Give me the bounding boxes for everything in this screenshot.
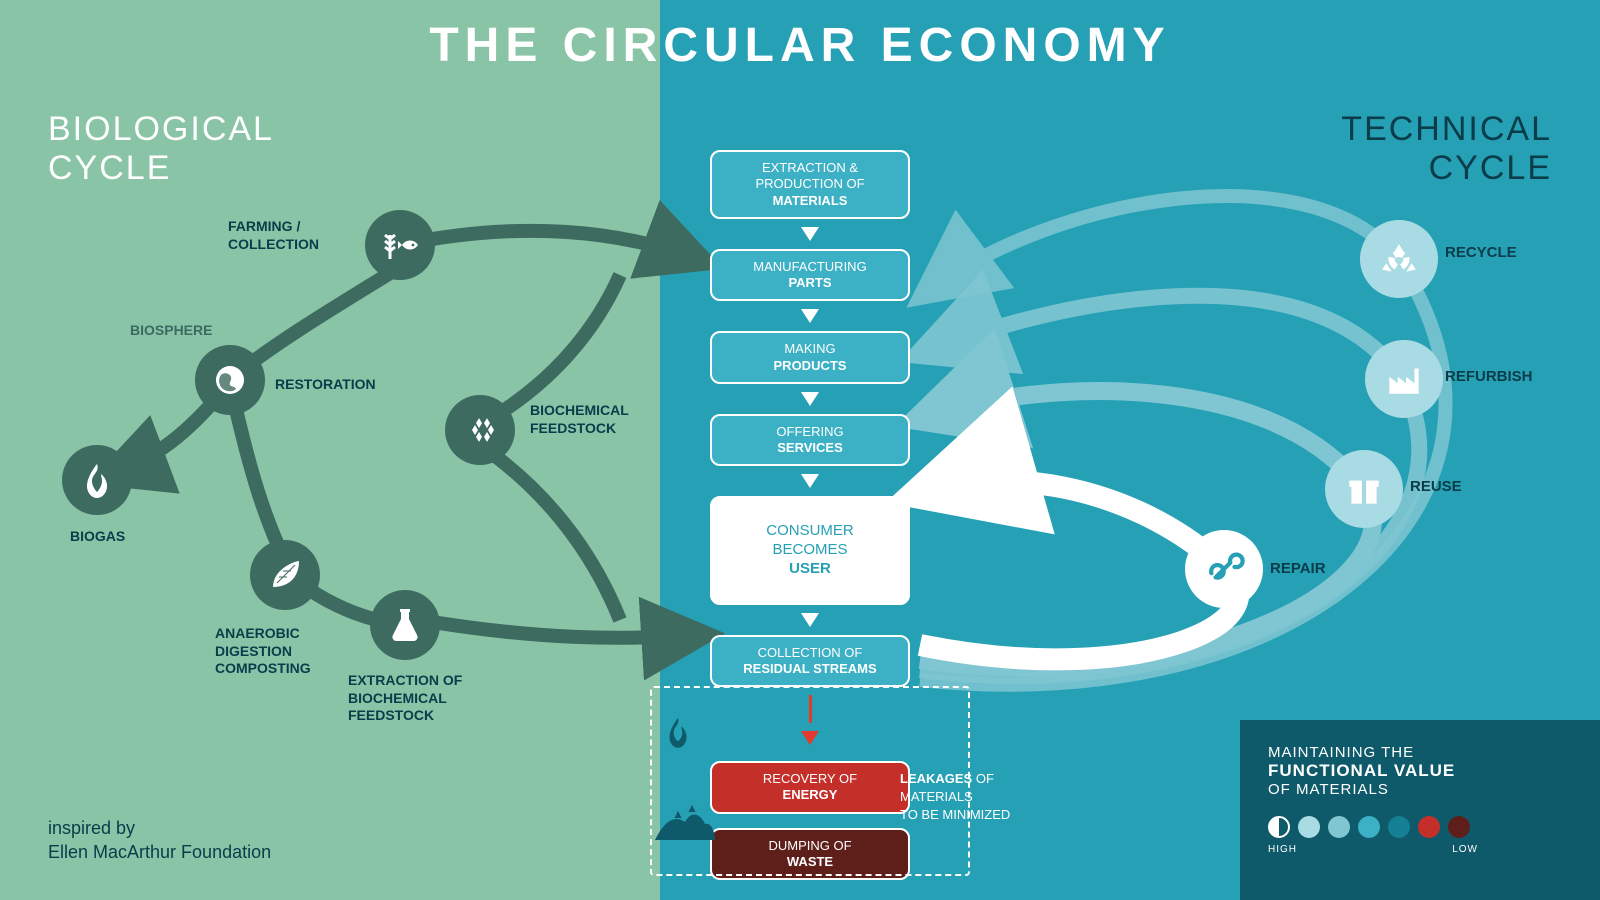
- bio-node-anaerobic: [250, 540, 320, 610]
- tech-node-recycle: [1360, 220, 1438, 298]
- connector-1: [801, 309, 819, 323]
- connector-0: [801, 227, 819, 241]
- tech-label-recycle: RECYCLE: [1445, 244, 1517, 261]
- leakage-l2: OF: [976, 771, 994, 786]
- box-parts-em: PARTS: [722, 275, 898, 291]
- bio-label-anaerobic: ANAEROBICDIGESTIONCOMPOSTING: [215, 625, 311, 678]
- bio-node-feedstock: [445, 395, 515, 465]
- box-user: CONSUMERBECOMESUSER: [710, 496, 910, 604]
- box-residual-pre: COLLECTION OF: [722, 645, 898, 661]
- attribution-l1: inspired by: [48, 818, 135, 838]
- legend-line3: OF MATERIALS: [1268, 781, 1572, 798]
- bio-label-farming: FARMING /COLLECTION: [228, 218, 319, 253]
- legend-line2: FUNCTIONAL VALUE: [1268, 761, 1572, 781]
- tech-node-repair: [1185, 530, 1263, 608]
- bio-label-restoration: RESTORATION: [275, 376, 376, 394]
- attribution: inspired by Ellen MacArthur Foundation: [48, 817, 271, 864]
- main-title: THE CIRCULAR ECONOMY: [0, 18, 1600, 73]
- box-products: MAKINGPRODUCTS: [710, 331, 910, 384]
- tech-label-l1: TECHNICAL: [1341, 110, 1552, 148]
- bio-label-biosphere: BIOSPHERE: [130, 322, 212, 340]
- tech-label-reuse: REUSE: [1410, 478, 1462, 495]
- leakage-l3: MATERIALS: [900, 789, 973, 804]
- box-user-pre: CONSUMERBECOMES: [722, 522, 898, 560]
- tech-node-reuse: [1325, 450, 1403, 528]
- flame-icon: [665, 718, 691, 757]
- box-parts-pre: MANUFACTURING: [722, 259, 898, 275]
- waste-pile-icon: [655, 800, 715, 845]
- tech-label-repair: REPAIR: [1270, 560, 1326, 577]
- tech-node-refurbish: [1365, 340, 1443, 418]
- bio-label-l1: BIOLOGICAL: [48, 110, 274, 148]
- legend-swatch-2: [1328, 816, 1350, 838]
- bio-node-farming: [365, 210, 435, 280]
- legend-low: LOW: [1452, 844, 1478, 855]
- tech-label-refurbish: REFURBISH: [1445, 368, 1533, 385]
- box-services: OFFERINGSERVICES: [710, 414, 910, 467]
- connector-3: [801, 474, 819, 488]
- legend-swatch-6: [1448, 816, 1470, 838]
- legend-swatch-5: [1418, 816, 1440, 838]
- box-residual-em: RESIDUAL STREAMS: [722, 661, 898, 677]
- box-residual: COLLECTION OFRESIDUAL STREAMS: [710, 635, 910, 688]
- biological-cycle-label: BIOLOGICAL CYCLE: [48, 110, 274, 188]
- leakage-l1: LEAKAGES: [900, 771, 972, 786]
- bio-node-biogas: [62, 445, 132, 515]
- legend-swatch-1: [1298, 816, 1320, 838]
- legend-high: HIGH: [1268, 844, 1297, 855]
- technical-cycle-label: TECHNICAL CYCLE: [1341, 110, 1552, 188]
- box-materials-em: MATERIALS: [722, 193, 898, 209]
- box-services-em: SERVICES: [722, 440, 898, 456]
- box-services-pre: OFFERING: [722, 424, 898, 440]
- box-user-em: USER: [722, 560, 898, 579]
- bio-node-biosphere: [195, 345, 265, 415]
- legend-line1: MAINTAINING THE: [1268, 744, 1572, 761]
- box-products-em: PRODUCTS: [722, 358, 898, 374]
- connector-2: [801, 392, 819, 406]
- bio-label-extraction: EXTRACTION OFBIOCHEMICALFEEDSTOCK: [348, 672, 462, 725]
- tech-label-l2: CYCLE: [1429, 149, 1552, 187]
- bio-label-biogas: BIOGAS: [70, 528, 125, 546]
- diagram-root: THE CIRCULAR ECONOMY BIOLOGICAL CYCLE TE…: [0, 0, 1600, 900]
- leakage-label: LEAKAGES OF MATERIALS TO BE MINIMIZED: [900, 770, 1050, 825]
- attribution-l2: Ellen MacArthur Foundation: [48, 842, 271, 862]
- legend-panel: MAINTAINING THE FUNCTIONAL VALUE OF MATE…: [1240, 720, 1600, 900]
- connector-4: [801, 613, 819, 627]
- box-parts: MANUFACTURINGPARTS: [710, 249, 910, 302]
- legend-swatch-0: [1268, 816, 1290, 838]
- box-materials: EXTRACTION &PRODUCTION OFMATERIALS: [710, 150, 910, 219]
- bio-label-l2: CYCLE: [48, 149, 171, 187]
- box-products-pre: MAKING: [722, 341, 898, 357]
- legend-swatch-4: [1388, 816, 1410, 838]
- bio-node-extraction: [370, 590, 440, 660]
- box-materials-pre: EXTRACTION &PRODUCTION OF: [722, 160, 898, 193]
- bio-label-feedstock: BIOCHEMICALFEEDSTOCK: [530, 402, 629, 437]
- legend-swatch-3: [1358, 816, 1380, 838]
- leakage-l4: TO BE MINIMIZED: [900, 807, 1010, 822]
- legend-swatches: [1268, 816, 1572, 838]
